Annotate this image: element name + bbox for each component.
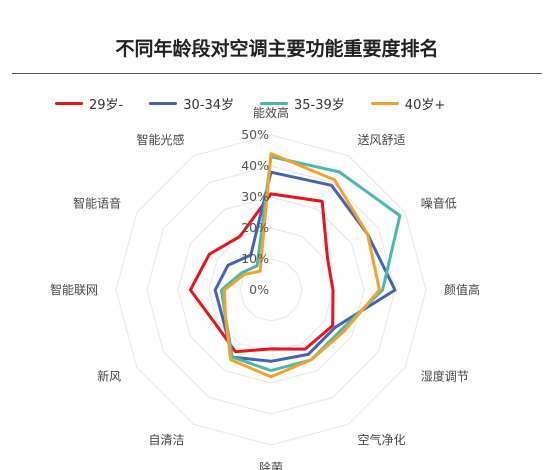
legend-swatch [149,102,178,105]
title-divider [12,73,542,74]
category-label: 新风 [97,369,121,384]
legend-item-4: 40岁+ [370,94,446,113]
category-label: 能效高 [253,105,289,120]
category-label: 智能光感 [136,132,184,147]
radial-tick-label: 10% [241,251,269,266]
radial-tick-label: 40% [241,158,269,173]
category-label: 智能语音 [73,196,121,211]
legend-label: 40岁+ [404,98,446,113]
category-label: 除菌 [259,460,283,470]
radial-tick-label: 30% [241,189,269,204]
grid-ring-3 [177,196,365,384]
category-label: 噪音低 [421,196,457,211]
radial-tick-label: 50% [241,127,269,142]
category-label: 湿度调节 [421,369,469,384]
legend-item-1: 29岁- [55,94,123,113]
legend-item-2: 30-34岁 [149,94,234,113]
category-label: 送风舒适 [358,132,406,147]
series-line-4 [223,152,381,379]
legend-swatch [55,102,83,105]
legend-item-3: 35-39岁 [260,94,345,113]
category-label: 智能联网 [50,282,98,297]
legend-label: 30-34岁 [183,98,235,113]
legend-label: 35-39岁 [294,98,345,113]
category-label: 空气净化 [358,432,406,447]
grid-ring-2 [208,227,334,353]
chart-legend: 29岁- 30-34岁 35-39岁 40岁+ [55,94,471,113]
series-line-1 [188,192,335,354]
legend-swatch [260,102,289,105]
grid-ring-5 [115,134,427,446]
radial-tick-label: 0% [249,282,269,297]
category-label: 自清洁 [148,433,184,447]
chart-title: 不同年龄段对空调主要功能重要度排名 [115,38,439,60]
legend-swatch [370,102,399,105]
grid-ring-4 [146,165,396,415]
category-label: 颜值高 [444,282,480,297]
legend-label: 29岁- [89,98,124,113]
radial-tick-label: 20% [241,220,269,235]
series-line-3 [219,155,402,373]
